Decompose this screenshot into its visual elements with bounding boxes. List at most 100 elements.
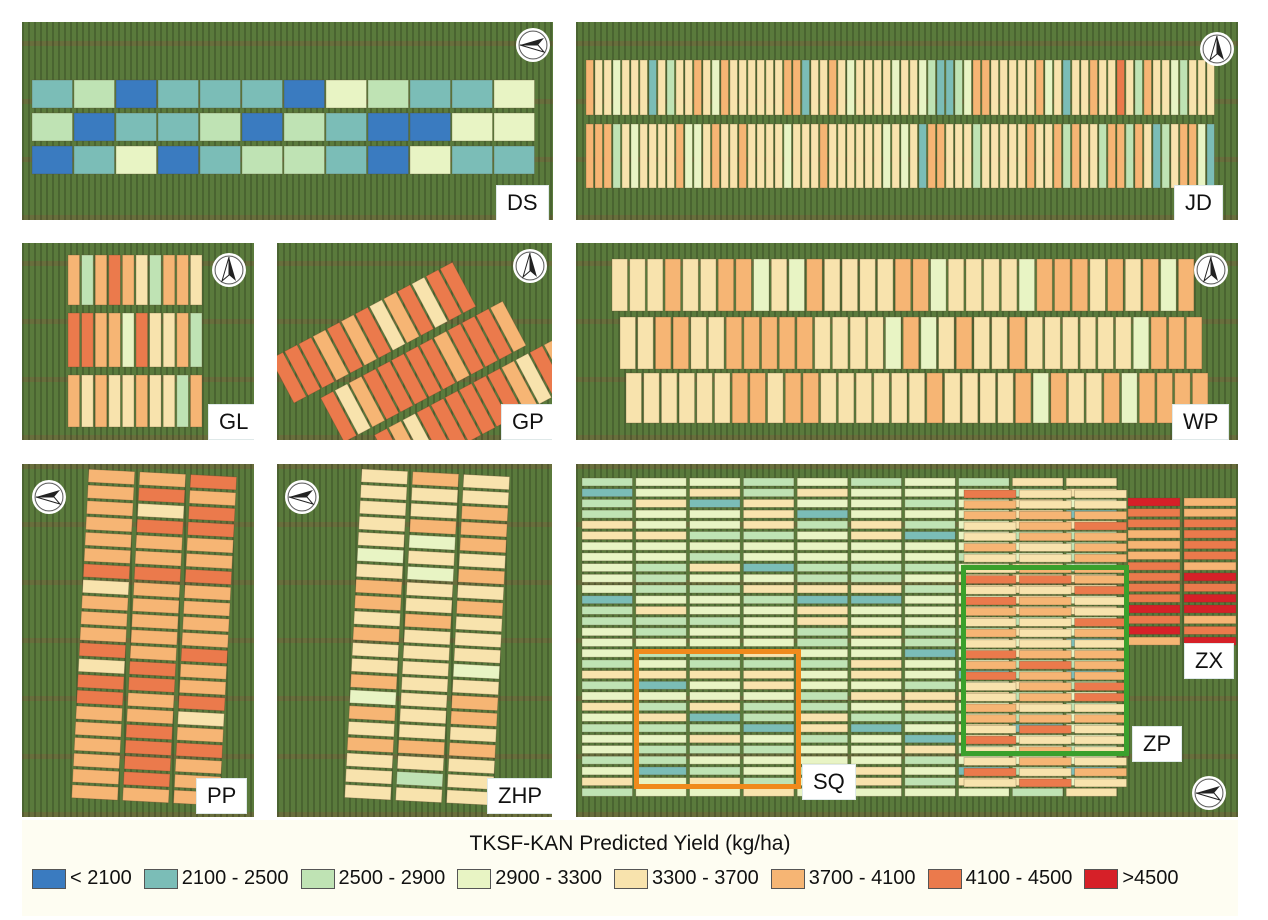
plot-cell — [1134, 123, 1143, 189]
plot-cell — [850, 595, 902, 605]
plot-cell — [359, 484, 408, 501]
plot-cell — [73, 79, 115, 109]
plot-cell — [983, 258, 1000, 312]
plot-cell — [188, 489, 237, 507]
plot-cell — [902, 316, 920, 370]
plot-cell — [81, 579, 130, 596]
plot-cell — [410, 487, 459, 504]
plot-cell — [80, 610, 128, 628]
plot-cell — [82, 563, 131, 580]
plot-cell — [796, 734, 849, 744]
plot-cell — [904, 531, 956, 540]
plot-cell — [585, 59, 594, 116]
plot-cell — [743, 316, 760, 370]
plot-cell — [689, 680, 741, 690]
plot-cell — [963, 500, 1017, 510]
plot-cell — [75, 705, 123, 722]
plot-cell — [904, 755, 956, 765]
plot-cell — [1183, 604, 1237, 614]
plot-cell — [1206, 123, 1215, 189]
plot-cell — [954, 59, 963, 116]
plot-cell — [796, 638, 849, 647]
plot-cell — [400, 692, 448, 709]
plot-cell — [419, 338, 456, 391]
plot-cell — [1018, 543, 1072, 552]
plot-cell — [999, 123, 1008, 189]
legend-label: 3300 - 3700 — [652, 867, 759, 889]
plot-cell — [717, 258, 735, 312]
plot-cell — [796, 616, 849, 626]
plot-cell — [475, 308, 513, 361]
plot-cell — [837, 123, 846, 189]
plot-cell — [711, 59, 720, 116]
plot-cell — [176, 312, 189, 368]
plot-cell — [1152, 59, 1161, 116]
plot-cell — [1068, 372, 1085, 424]
plot-cell — [761, 316, 778, 370]
plot-cell — [742, 573, 795, 583]
plot-cell — [850, 638, 902, 647]
plot-cell — [635, 520, 687, 530]
plot-cell — [176, 374, 189, 428]
plot-cell — [83, 547, 132, 564]
plot-cell — [373, 427, 411, 440]
plot-cell — [77, 673, 125, 691]
plot-cell — [936, 59, 945, 116]
plot-cell — [325, 79, 367, 109]
legend-label: >4500 — [1122, 867, 1179, 889]
plot-cell — [284, 344, 322, 397]
plot-cell — [742, 520, 795, 530]
plot-cell — [456, 600, 504, 617]
plot-cell — [1026, 123, 1035, 189]
plot-cell — [581, 766, 633, 776]
plot-cell — [451, 679, 500, 696]
plot-cell — [945, 59, 954, 116]
plot-cell — [1183, 593, 1237, 603]
panel-label-jd: JD — [1174, 185, 1223, 220]
plot-cell — [122, 771, 171, 788]
plot-cell — [635, 563, 687, 572]
plot-cell — [961, 372, 979, 424]
plot-cell — [689, 520, 741, 530]
plot-cell — [792, 59, 801, 116]
plot-cell — [67, 312, 81, 368]
plot-cell — [904, 723, 956, 733]
plot-cell — [850, 584, 902, 594]
plot-cell — [904, 638, 956, 647]
plot-cell — [1053, 123, 1062, 189]
plot-cell — [1170, 123, 1179, 189]
plot-cell — [630, 123, 639, 189]
plot-cell — [449, 726, 497, 743]
plot-cell — [124, 739, 173, 756]
plot-cell — [1018, 532, 1072, 542]
plot-cell — [778, 316, 796, 370]
plots-pp — [71, 468, 238, 806]
plot-cell — [742, 563, 795, 572]
plot-cell — [581, 584, 633, 594]
plot-cell — [675, 123, 684, 189]
plot-cell — [67, 374, 81, 428]
plot-cell — [689, 734, 741, 744]
plot-cell — [348, 705, 396, 722]
north-arrow-icon — [212, 253, 246, 287]
plot-cell — [855, 59, 864, 116]
plot-cell — [819, 59, 828, 116]
plot-cell — [461, 315, 499, 368]
plot-cell — [850, 509, 902, 519]
plot-cell — [972, 123, 981, 189]
plot-cell — [846, 123, 855, 189]
plot-cell — [74, 721, 122, 738]
plot-cell — [398, 723, 446, 740]
plot-cell — [1116, 123, 1125, 189]
plot-cell — [981, 123, 990, 189]
plot-cell — [131, 613, 179, 630]
plot-cell — [828, 59, 837, 116]
plot-cell — [963, 59, 972, 116]
plot-cell — [71, 784, 119, 801]
plot-cell — [689, 595, 741, 605]
plot-cell — [127, 676, 176, 693]
plot-cell — [358, 515, 406, 533]
plot-cell — [176, 254, 189, 306]
plot-cell — [1179, 59, 1188, 116]
plot-cell — [130, 629, 178, 646]
